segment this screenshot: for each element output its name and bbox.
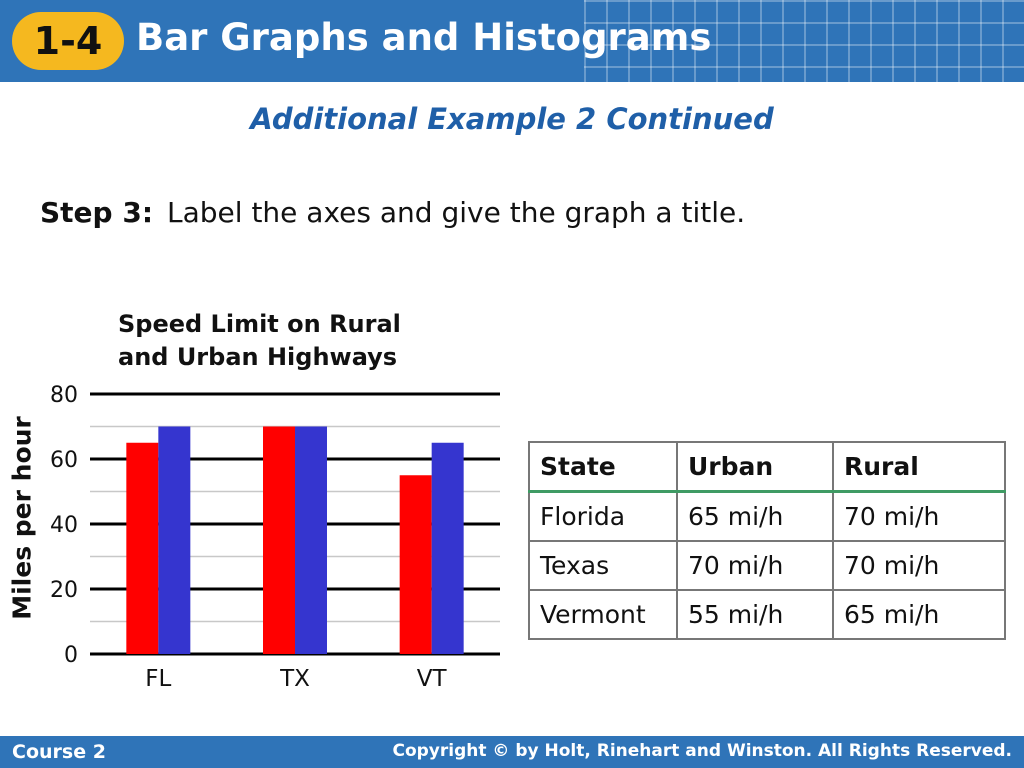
bar xyxy=(295,426,327,654)
header-bar: 1-4 Bar Graphs and Histograms xyxy=(0,0,1024,82)
step-instruction: Step 3: Label the axes and give the graph… xyxy=(40,196,745,229)
table-cell: 65 mi/h xyxy=(676,490,834,542)
table-cell: 70 mi/h xyxy=(676,540,834,591)
y-tick-label: 20 xyxy=(50,578,78,603)
example-subtitle: Additional Example 2 Continued xyxy=(250,102,774,136)
bar-chart: 0 20 40 60 80 FL TX VT xyxy=(50,383,500,692)
chart-title-line2: and Urban Highways xyxy=(118,343,398,371)
table-header-cell: Urban xyxy=(676,441,834,493)
chart-title-line1: Speed Limit on Rural xyxy=(118,310,401,338)
table-cell: 65 mi/h xyxy=(832,589,1006,640)
table-cell: 70 mi/h xyxy=(832,540,1006,591)
table-header-row: State Urban Rural xyxy=(528,441,1006,493)
table-cell: Florida xyxy=(528,490,678,542)
table-cell: Texas xyxy=(528,540,678,591)
x-tick-label: TX xyxy=(279,666,310,692)
x-tick-label: FL xyxy=(145,666,171,692)
table-row: Texas 70 mi/h 70 mi/h xyxy=(528,540,1006,591)
footer-bar: Course 2 Copyright © by Holt, Rinehart a… xyxy=(0,736,1024,768)
table-header-cell: Rural xyxy=(832,441,1006,493)
table-row: Florida 65 mi/h 70 mi/h xyxy=(528,490,1006,542)
header-divider xyxy=(0,82,1024,85)
lesson-title: Bar Graphs and Histograms xyxy=(136,16,712,59)
table-cell: Vermont xyxy=(528,589,678,640)
lesson-badge: 1-4 xyxy=(12,12,124,70)
chart-title: Speed Limit on Rural and Urban Highways xyxy=(118,308,498,374)
y-tick-label: 60 xyxy=(50,448,78,473)
speed-limit-table: State Urban Rural Florida 65 mi/h 70 mi/… xyxy=(528,441,1006,640)
y-tick-label: 80 xyxy=(50,383,78,408)
bar xyxy=(399,475,432,654)
step-label: Step 3: xyxy=(40,196,154,229)
bar xyxy=(263,426,295,654)
x-tick-label: VT xyxy=(417,666,448,692)
y-tick-label: 40 xyxy=(50,513,78,538)
table-cell: 70 mi/h xyxy=(832,490,1006,542)
table-cell: 55 mi/h xyxy=(676,589,834,640)
copyright-notice: Copyright © by Holt, Rinehart and Winsto… xyxy=(392,741,1012,761)
table-row: Vermont 55 mi/h 65 mi/h xyxy=(528,589,1006,640)
step-text: Label the axes and give the graph a titl… xyxy=(167,196,746,229)
bar xyxy=(431,442,464,654)
y-tick-label: 0 xyxy=(64,643,78,668)
header-grid-pattern xyxy=(584,0,1024,82)
bar xyxy=(126,442,159,654)
course-label: Course 2 xyxy=(12,741,106,763)
table-header-cell: State xyxy=(528,441,678,493)
bar xyxy=(158,426,191,654)
